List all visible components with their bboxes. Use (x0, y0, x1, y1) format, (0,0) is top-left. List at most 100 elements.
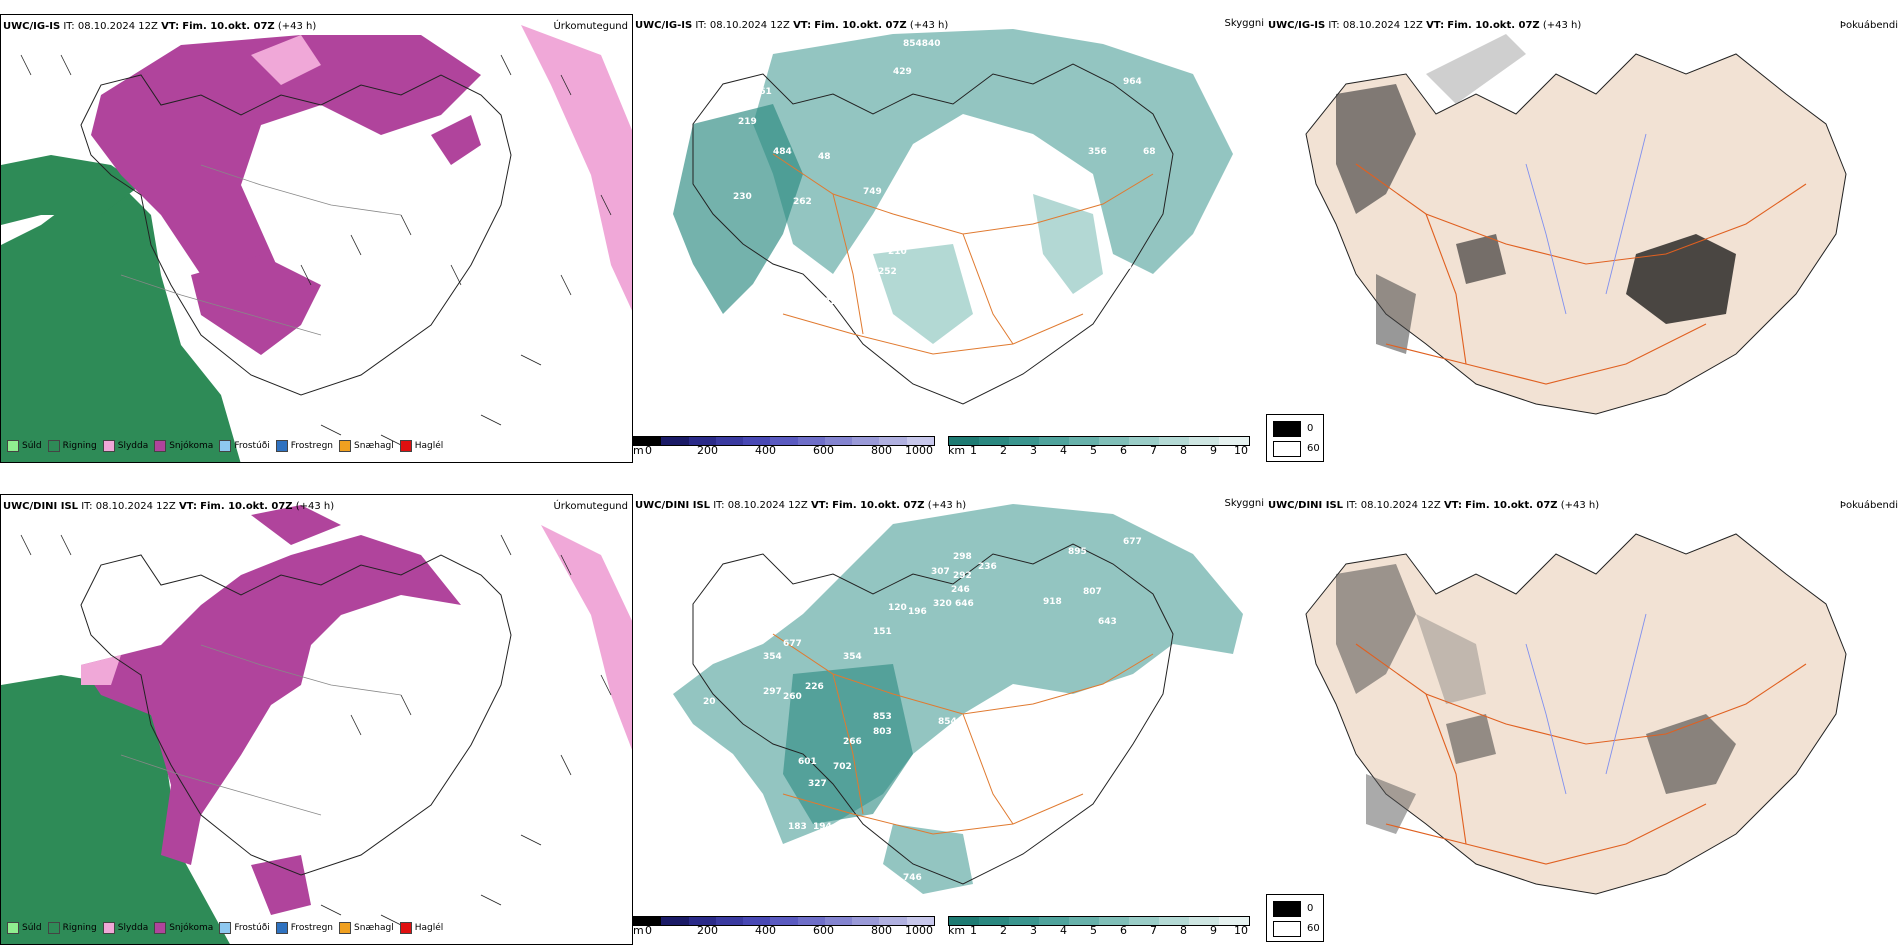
cbar-km-tick: 1 (970, 924, 977, 937)
header-row1-cloud: UWC/IG-IS IT: 08.10.2024 12Z VT: Fim. 10… (635, 20, 948, 31)
fog-panel-row1: UWC/IG-IS IT: 08.10.2024 12Z VT: Fim. 10… (1266, 14, 1900, 463)
colorbar-m-row1: m 0 200 400 600 800 1000 (633, 436, 943, 456)
snow-area (191, 255, 321, 355)
precip-panel-row1: UWC/IG-IS IT: 08.10.2024 12Z VT: Fim. 10… (0, 14, 633, 463)
colorbar-m-row2: m 0 200 400 600 800 1000 (633, 916, 943, 936)
precip-legend-row1: Súld Rigning Slydda Snjókoma Frostúði Fr… (7, 440, 443, 452)
svg-text:96: 96 (1088, 287, 1101, 297)
legend-item-frostregn: Frostregn (276, 440, 333, 452)
cloud-map-row2: 677 298 236 895 307 292 246 807 320 646 … (633, 494, 1266, 945)
legend-item-slydda: Slydda (103, 922, 148, 934)
svg-text:677: 677 (783, 639, 802, 649)
svg-text:262: 262 (793, 197, 812, 207)
cbar-m-unit: m (633, 444, 644, 457)
cloud-title-row1: Skyggni (1224, 18, 1264, 29)
svg-text:226: 226 (805, 682, 824, 692)
svg-text:354: 354 (843, 652, 862, 662)
cbar-m-tick: 1000 (905, 444, 933, 457)
svg-text:210: 210 (773, 317, 792, 327)
snow-area (431, 115, 481, 165)
legend-item-haglel: Haglél (400, 440, 444, 452)
svg-text:297: 297 (763, 687, 782, 697)
header-row1-fog: UWC/IG-IS IT: 08.10.2024 12Z VT: Fim. 10… (1268, 20, 1581, 31)
svg-text:52: 52 (668, 242, 681, 252)
legend-item-frostudi: Frostúði (219, 440, 269, 452)
cbar-m-tick: 0 (645, 444, 652, 457)
svg-text:749: 749 (863, 187, 882, 197)
svg-text:236: 236 (978, 562, 997, 572)
svg-text:702: 702 (833, 762, 852, 772)
precip-map-row1 (1, 15, 633, 463)
cbar-km-tick: 3 (1030, 924, 1037, 937)
svg-text:803: 803 (873, 727, 892, 737)
svg-text:370: 370 (798, 307, 817, 317)
colorbar-km-row1: km 1 2 3 4 5 6 7 8 9 10 (948, 436, 1266, 456)
fog-map-row1 (1266, 14, 1900, 463)
cbar-m-unit: m (633, 924, 644, 937)
cbar-km-tick: 1 (970, 444, 977, 457)
header-row2-precip: UWC/DINI ISL IT: 08.10.2024 12Z VT: Fim.… (3, 501, 334, 512)
svg-text:260: 260 (783, 692, 802, 702)
svg-text:854840: 854840 (903, 39, 941, 49)
cbar-km-tick: 2 (1000, 444, 1007, 457)
legend-item-frostudi: Frostúði (219, 922, 269, 934)
cbar-m-tick: 400 (755, 444, 776, 457)
svg-text:356: 356 (1088, 147, 1107, 157)
svg-text:646: 646 (955, 599, 974, 609)
legend-item-snjokoma: Snjókoma (154, 922, 213, 934)
cbar-km-tick: 4 (1060, 924, 1067, 937)
svg-text:161: 161 (753, 87, 772, 97)
cbar-km-tick: 8 (1180, 444, 1187, 457)
cbar-m-tick: 600 (813, 924, 834, 937)
cbar-km-tick: 9 (1210, 444, 1217, 457)
svg-text:429: 429 (893, 67, 912, 77)
svg-text:48: 48 (818, 152, 831, 162)
svg-text:292: 292 (763, 352, 782, 362)
svg-text:196: 196 (908, 607, 927, 617)
cbar-km-tick: 4 (1060, 444, 1067, 457)
fog-map-row2 (1266, 494, 1900, 945)
cbar-km-unit: km (948, 924, 965, 937)
svg-text:210: 210 (888, 247, 907, 257)
cbar-km-tick: 2 (1000, 924, 1007, 937)
svg-text:601: 601 (798, 757, 817, 767)
svg-text:643: 643 (1043, 277, 1062, 287)
fog-legend-row2: 0 60 (1266, 894, 1324, 942)
fog-title-row1: Þokuábendi (1840, 20, 1898, 31)
legend-item-sudl: Súld (7, 440, 42, 452)
cbar-m-tick: 0 (645, 924, 652, 937)
precip-title-row2: Úrkomutegund (553, 501, 628, 512)
cbar-m-tick: 400 (755, 924, 776, 937)
cbar-m-tick: 600 (813, 444, 834, 457)
svg-text:169: 169 (783, 567, 802, 577)
svg-text:252: 252 (878, 267, 897, 277)
cbar-km-tick: 5 (1090, 444, 1097, 457)
fog-title-row2: Þokuábendi (1840, 500, 1898, 511)
cbar-km-tick: 3 (1030, 444, 1037, 457)
svg-text:853: 853 (873, 712, 892, 722)
legend-item-rigning: Rigning (48, 922, 97, 934)
header-row2-fog: UWC/DINI ISL IT: 08.10.2024 12Z VT: Fim.… (1268, 500, 1599, 511)
legend-item-sudl: Súld (7, 922, 42, 934)
cbar-km-tick: 5 (1090, 924, 1097, 937)
svg-text:194: 194 (813, 822, 832, 832)
legend-item-snjokoma: Snjókoma (154, 440, 213, 452)
cbar-km-tick: 7 (1150, 924, 1157, 937)
cloud-panel-row1: 854840 429 219 484 48 749 230 262 52 210… (633, 14, 1266, 463)
cbar-m-tick: 800 (871, 924, 892, 937)
svg-text:854: 854 (938, 717, 957, 727)
legend-item-rigning: Rigning (48, 440, 97, 452)
header-row1-precip: UWC/IG-IS IT: 08.10.2024 12Z VT: Fim. 10… (3, 21, 316, 32)
colorbar-km-row2: km 1 2 3 4 5 6 7 8 9 10 (948, 916, 1266, 936)
svg-text:298: 298 (953, 552, 972, 562)
svg-text:807: 807 (1083, 587, 1102, 597)
svg-text:918: 918 (1043, 597, 1062, 607)
svg-text:964: 964 (1123, 77, 1142, 87)
precip-map-row2 (1, 495, 633, 945)
cloud-panel-row2: 677 298 236 895 307 292 246 807 320 646 … (633, 494, 1266, 945)
svg-text:20: 20 (703, 697, 716, 707)
svg-text:746: 746 (903, 873, 922, 883)
cloud-title-row2: Skyggni (1224, 498, 1264, 509)
cbar-km-tick: 10 (1234, 924, 1248, 937)
precip-legend-row2: Súld Rigning Slydda Snjókoma Frostúði Fr… (7, 922, 443, 934)
